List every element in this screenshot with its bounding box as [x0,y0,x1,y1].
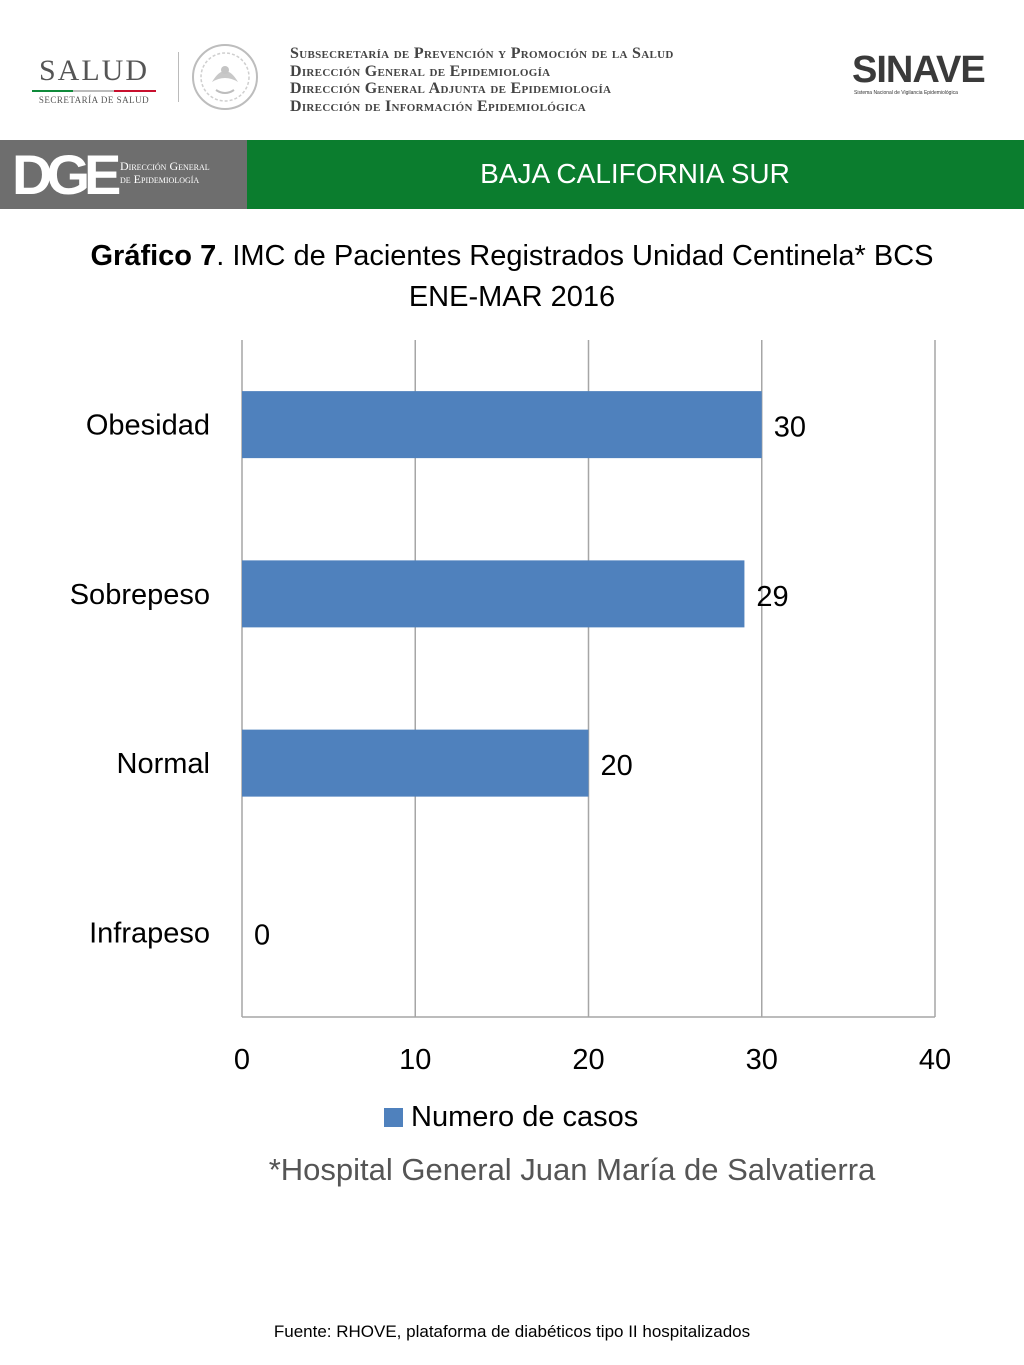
chart-title: Gráfico 7. IMC de Pacientes Registrados … [40,236,984,318]
data-label: 30 [774,412,806,444]
data-label: 29 [756,581,788,613]
dge-logo-line: de Epidemiología [120,172,200,186]
x-tick-label: 40 [919,1044,951,1076]
salud-logo-subtitle: SECRETARÍA DE SALUD [38,95,150,105]
bar [242,560,745,628]
chart-title-line2: ENE-MAR 2016 [408,281,616,313]
agency-line: Dirección General de Epidemiología [290,62,551,80]
agency-line: Dirección de Información Epidemiológica [290,97,586,115]
chart-legend: Numero de casos [384,1100,638,1134]
x-tick-label: 10 [399,1044,431,1076]
category-label: Infrapeso [89,917,210,949]
region-banner: DGE Dirección General de Epidemiología B… [0,140,1024,209]
chart-title-text: . IMC de Pacientes Registrados Unidad Ce… [216,240,934,272]
chart-title-number: Gráfico 7 [90,240,217,272]
dge-logo-letters: DGE [12,143,121,206]
bar [242,391,762,459]
legend-label: Numero de casos [411,1100,639,1133]
sinave-logo: SINAVE Sistema Nacional de Vigilancia Ep… [852,48,992,100]
salud-logo-word: SALUD [38,54,149,87]
national-seal-icon [192,44,258,110]
agency-line: Subsecretaría de Prevención y Promoción … [290,45,674,62]
category-label: Sobrepeso [70,579,210,611]
salud-logo: SALUD SECRETARÍA DE SALUD [28,55,160,105]
hospital-footnote: *Hospital General Juan María de Salvatie… [268,1152,876,1187]
bar-chart: 0 10 20 30 40 Obesidad 30 Sobrepeso 29 Normal 20 In… [70,340,951,1076]
header-divider [178,52,179,102]
data-label: 0 [254,919,270,951]
salud-logo-bar [32,90,156,92]
x-tick-label: 30 [746,1044,778,1076]
state-name: BAJA CALIFORNIA SUR [480,158,790,189]
sinave-logo-subtitle: Sistema Nacional de Vigilancia Epidemiol… [854,90,958,96]
dge-logo: DGE Dirección General de Epidemiología [0,140,247,209]
legend-swatch [384,1107,403,1127]
dge-logo-text: Dirección General de Epidemiología [120,160,210,186]
dge-logo-line: Dirección General [120,159,210,173]
x-tick-label: 20 [572,1044,604,1076]
data-label: 20 [601,750,633,782]
page-header: SALUD SECRETARÍA DE SALUD Subsecretaría … [0,0,1024,140]
bar [242,729,589,797]
agency-names: Subsecretaría de Prevención y Promoción … [290,45,674,115]
category-label: Normal [117,748,210,780]
chart-title-line1: Gráfico 7. IMC de Pacientes Registrados … [40,236,984,277]
source-note: Fuente: RHOVE, plataforma de diabéticos … [273,1322,751,1341]
sinave-logo-word: SINAVE [852,49,986,91]
x-tick-label: 0 [234,1044,250,1076]
category-label: Obesidad [86,410,210,442]
agency-line: Dirección General Adjunta de Epidemiolog… [290,80,612,97]
state-banner: BAJA CALIFORNIA SUR [247,140,1024,209]
